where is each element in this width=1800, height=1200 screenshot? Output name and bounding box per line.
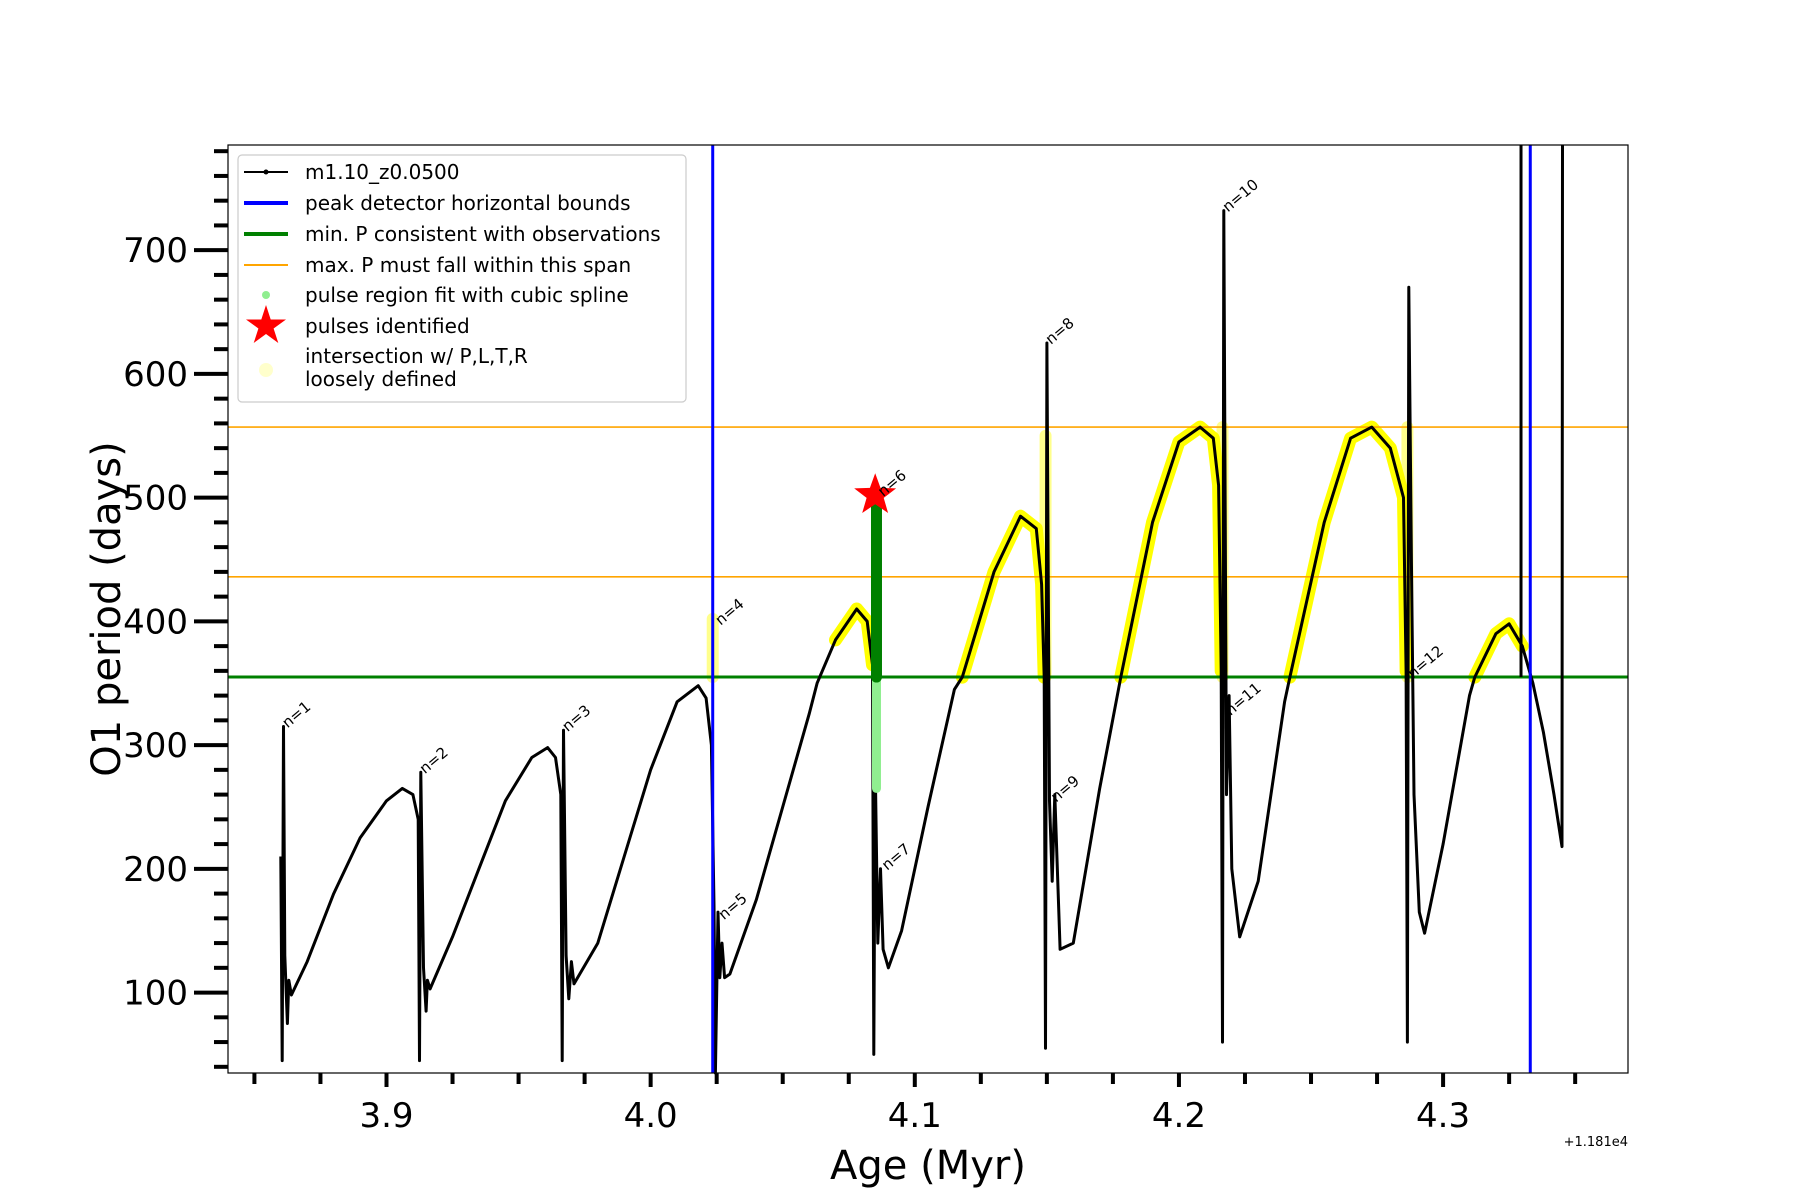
- x-tick-label-5: 4.3: [1416, 1096, 1470, 1136]
- pulse-label-9: n=9: [1047, 772, 1083, 806]
- x-axis-ticks: 3.9 4.0 4.1 4.2 4.3: [252, 1073, 1578, 1136]
- x-axis-label: Age (Myr): [830, 1143, 1026, 1189]
- yellow-arch-1: [829, 602, 879, 672]
- legend-handle-spline: [262, 291, 270, 299]
- legend-handle-yellow: [259, 363, 273, 377]
- y-tick-label-7: 700: [123, 231, 188, 271]
- legend-handle-star: [246, 305, 286, 343]
- y-tick-label-6: 600: [123, 355, 188, 395]
- legend-label-7-line2: loosely defined: [305, 367, 457, 391]
- x-tick-label-1: 3.9: [359, 1096, 413, 1136]
- legend-label-6: pulses identified: [305, 314, 470, 338]
- x-tick-label-3: 4.1: [888, 1096, 942, 1136]
- legend-label-5: pulse region fit with cubic spline: [305, 283, 629, 307]
- y-axis-label: O1 period (days): [84, 441, 130, 776]
- pulse-label-5: n=5: [715, 889, 751, 923]
- legend-label-1: m1.10_z0.0500: [305, 160, 460, 184]
- period-line: [279, 144, 1564, 1075]
- period-series: [279, 144, 1564, 1075]
- legend-label-2: peak detector horizontal bounds: [305, 191, 631, 215]
- y-tick-label-2: 200: [123, 850, 188, 890]
- y-tick-label-1: 100: [123, 974, 188, 1014]
- pulse-markers: [854, 473, 897, 513]
- legend-label-3: min. P consistent with observations: [305, 222, 661, 246]
- x-tick-label-4: 4.2: [1152, 1096, 1206, 1136]
- pulse-star-1: [854, 473, 897, 513]
- pulse-label-10: n=10: [1219, 175, 1262, 215]
- legend-box: [237, 154, 687, 403]
- plot-frame: [227, 144, 1629, 1074]
- y-axis-ticks: 100 200 300 400 500 600 700: [123, 149, 228, 1069]
- legend-handle-series-dot: [263, 169, 269, 175]
- pulse-label-7: n=7: [878, 840, 914, 874]
- yellow-arch-4: [1283, 420, 1413, 684]
- y-tick-label-4: 400: [123, 602, 188, 642]
- y-tick-label-5: 500: [123, 479, 188, 519]
- x-axis-offset-label: +1.181e4: [1564, 1135, 1628, 1150]
- horizontal-reference-lines: [228, 426, 1628, 679]
- yellow-arch-2: [955, 509, 1051, 684]
- peak-detector-bounds: [711, 145, 1532, 1073]
- legend-label-7: intersection w/ P,L,T,R: [305, 344, 528, 368]
- y-tick-label-3: 300: [123, 726, 188, 766]
- legend-label-4: max. P must fall within this span: [305, 253, 631, 277]
- x-tick-label-2: 4.0: [624, 1096, 678, 1136]
- pulse-label-11: n=11: [1221, 679, 1264, 719]
